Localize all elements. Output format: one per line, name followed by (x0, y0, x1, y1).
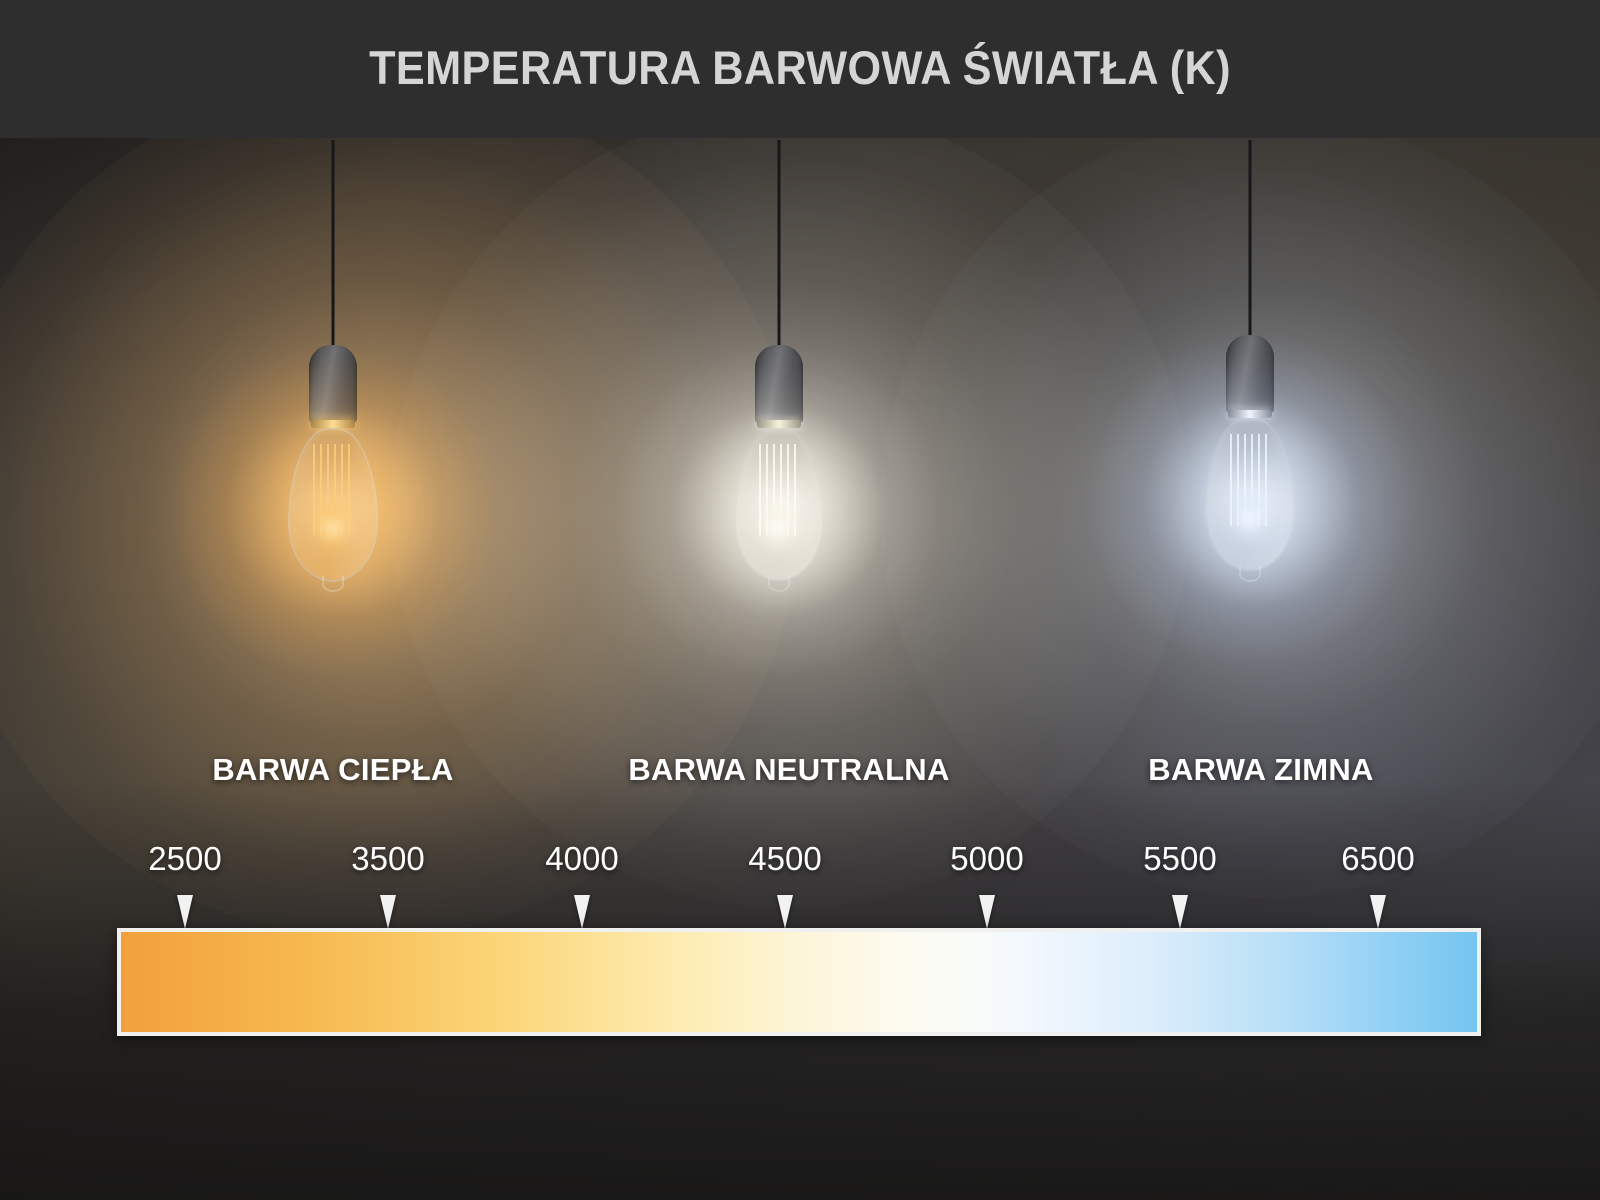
color-temperature-gradient-bar (117, 928, 1481, 1036)
bulb-filament-core (1238, 498, 1262, 538)
page-title: TEMPERATURA BARWOWA ŚWIATŁA (K) (369, 41, 1231, 94)
category-label-warm: BARWA CIEPŁA (212, 752, 454, 787)
bulb-tip (322, 576, 344, 592)
lamp-socket (1226, 335, 1274, 413)
lamp-cord (777, 140, 781, 350)
gradient-fill (121, 932, 1477, 1032)
category-label-neutral: BARWA NEUTRALNA (628, 752, 950, 787)
bulb-glass (734, 428, 824, 582)
lamp-socket (309, 345, 357, 423)
lamp-socket (755, 345, 803, 423)
warm-light-pool (0, 138, 800, 938)
bulb-filament-core (321, 508, 345, 548)
socket-ring (757, 420, 801, 428)
bulb-glass (288, 428, 378, 582)
bulb-glass (1205, 418, 1295, 572)
bulb-filament-core (767, 508, 791, 548)
bulb-tip (768, 576, 790, 592)
category-label-cool: BARWA ZIMNA (1148, 752, 1374, 787)
scene-vignette (0, 138, 1600, 1200)
lamp-cord (331, 140, 335, 350)
scene-background (0, 138, 1600, 1200)
header-bar: TEMPERATURA BARWOWA ŚWIATŁA (K) (0, 0, 1600, 138)
socket-ring (1228, 410, 1272, 418)
socket-ring (311, 420, 355, 428)
bulb-tip (1239, 566, 1261, 582)
lamp-cord (1248, 140, 1252, 340)
